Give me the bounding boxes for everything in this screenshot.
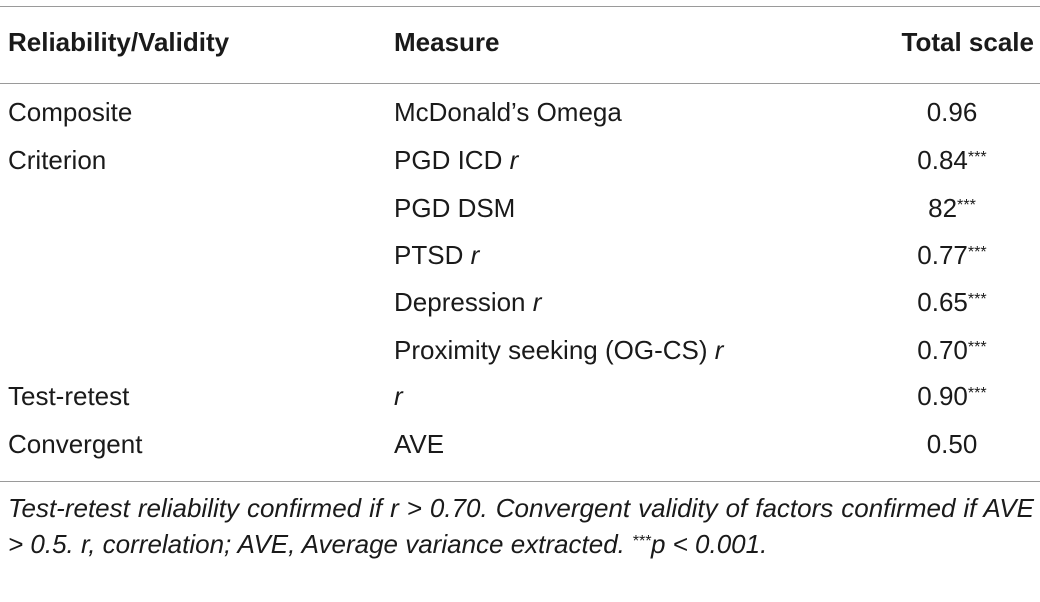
row-value-cell: 0.96 bbox=[867, 97, 1037, 127]
measure-r-symbol: r bbox=[509, 145, 519, 175]
significance-marker: *** bbox=[967, 242, 987, 261]
value-text: 82 bbox=[928, 193, 958, 223]
measure-r-symbol: r bbox=[470, 240, 480, 270]
significance-marker: *** bbox=[967, 383, 987, 402]
significance-marker: *** bbox=[967, 147, 987, 166]
row-measure-cell: PGD ICD r bbox=[394, 145, 518, 175]
row-value-cell: 0.90*** bbox=[867, 381, 1037, 411]
significance-marker: *** bbox=[957, 195, 976, 214]
row-measure-cell: r bbox=[394, 381, 403, 411]
value-text: 0.70 bbox=[917, 335, 968, 365]
header-measure: Measure bbox=[394, 27, 500, 57]
footnote-sig-text: p < 0.001. bbox=[650, 529, 768, 559]
row-type-cell: Criterion bbox=[8, 145, 107, 175]
row-measure-cell: PTSD r bbox=[394, 240, 479, 270]
row-value-cell: 0.70*** bbox=[867, 335, 1037, 365]
row-value-cell: 0.50 bbox=[867, 429, 1037, 459]
table-top-rule bbox=[0, 6, 1040, 7]
measure-text: Depression bbox=[394, 287, 533, 317]
footnote-text: Test-retest reliability confirmed if r >… bbox=[8, 493, 1034, 559]
row-value-cell: 82*** bbox=[867, 193, 1037, 223]
measure-text: PGD ICD bbox=[394, 145, 510, 175]
row-measure-cell: PGD DSM bbox=[394, 193, 515, 223]
row-type-cell: Convergent bbox=[8, 429, 143, 459]
value-text: 0.77 bbox=[917, 240, 968, 270]
measure-text: PTSD bbox=[394, 240, 471, 270]
table-bottom-rule bbox=[0, 481, 1040, 482]
row-type-cell: Test-retest bbox=[8, 381, 130, 411]
measure-r-symbol: r bbox=[714, 335, 724, 365]
value-text: 0.84 bbox=[917, 145, 968, 175]
value-text: 0.90 bbox=[917, 381, 968, 411]
measure-text: McDonald’s Omega bbox=[394, 97, 622, 127]
measure-text: AVE bbox=[394, 429, 445, 459]
measure-text: Proximity seeking (OG-CS) bbox=[394, 335, 715, 365]
measure-r-symbol: r bbox=[532, 287, 542, 317]
table-header-rule bbox=[0, 83, 1040, 84]
value-text: 0.50 bbox=[926, 429, 978, 459]
value-text: 0.65 bbox=[917, 287, 968, 317]
significance-marker: *** bbox=[967, 289, 987, 308]
row-measure-cell: McDonald’s Omega bbox=[394, 97, 622, 127]
row-measure-cell: Proximity seeking (OG-CS) r bbox=[394, 335, 723, 365]
table-footnote: Test-retest reliability confirmed if r >… bbox=[8, 490, 1034, 562]
header-reliability-validity: Reliability/Validity bbox=[8, 27, 230, 57]
row-type-cell: Composite bbox=[8, 97, 133, 127]
row-value-cell: 0.77*** bbox=[867, 240, 1037, 270]
significance-marker: *** bbox=[967, 337, 987, 356]
header-total-scale: Total scale bbox=[901, 27, 1034, 57]
row-value-cell: 0.65*** bbox=[867, 287, 1037, 317]
measure-text: PGD DSM bbox=[394, 193, 516, 223]
row-measure-cell: AVE bbox=[394, 429, 444, 459]
measure-r-symbol: r bbox=[394, 381, 403, 411]
value-text: 0.96 bbox=[926, 97, 978, 127]
row-value-cell: 0.84*** bbox=[867, 145, 1037, 175]
row-measure-cell: Depression r bbox=[394, 287, 541, 317]
footnote-sig-marker: *** bbox=[632, 531, 651, 550]
